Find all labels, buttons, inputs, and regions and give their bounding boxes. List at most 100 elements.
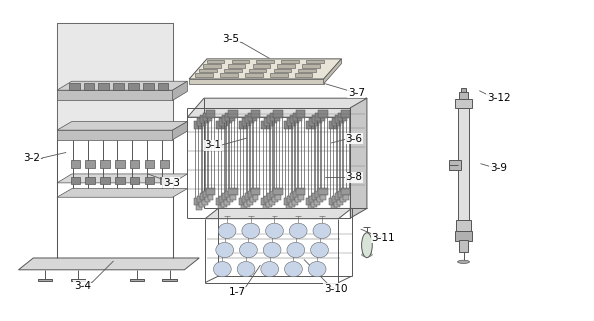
Bar — [275, 195, 281, 200]
Ellipse shape — [266, 223, 283, 239]
Bar — [252, 195, 258, 200]
Bar — [277, 64, 295, 68]
Bar — [239, 198, 248, 205]
Bar — [195, 73, 213, 77]
Bar — [245, 73, 263, 77]
Bar — [241, 205, 247, 210]
Bar — [100, 177, 110, 184]
Bar — [216, 198, 226, 205]
Bar — [295, 197, 301, 202]
Bar — [307, 198, 316, 205]
Bar — [218, 205, 224, 210]
Bar — [200, 116, 209, 124]
Bar — [38, 279, 52, 281]
Bar — [219, 196, 229, 203]
Bar — [222, 193, 232, 200]
Bar — [160, 177, 169, 184]
Bar — [459, 92, 467, 99]
Polygon shape — [324, 59, 342, 84]
Bar — [128, 83, 139, 90]
Bar — [270, 191, 280, 197]
Bar — [264, 196, 274, 203]
Bar — [249, 69, 267, 72]
Bar — [158, 83, 169, 90]
Bar — [224, 200, 230, 205]
Bar — [458, 106, 469, 221]
Bar — [113, 83, 124, 90]
Bar — [219, 118, 229, 126]
Bar — [163, 279, 176, 281]
Bar — [102, 189, 108, 194]
Bar — [71, 177, 80, 184]
Bar — [203, 113, 212, 121]
Bar — [343, 195, 349, 200]
Bar — [302, 64, 320, 68]
Bar — [207, 195, 213, 200]
Polygon shape — [57, 81, 187, 90]
Bar — [264, 118, 274, 126]
Bar — [146, 189, 152, 194]
Bar — [228, 110, 238, 118]
Bar — [329, 121, 339, 128]
Bar — [145, 177, 154, 184]
Bar — [69, 83, 80, 90]
Bar — [248, 191, 257, 197]
Bar — [263, 205, 269, 210]
Ellipse shape — [311, 242, 328, 258]
Bar — [338, 191, 347, 197]
Bar — [230, 195, 236, 200]
Bar — [318, 110, 328, 118]
Bar — [207, 60, 225, 63]
Bar — [306, 60, 324, 63]
Bar — [225, 113, 235, 121]
Bar — [312, 116, 322, 124]
Bar — [335, 116, 345, 124]
Bar — [290, 116, 299, 124]
Bar — [293, 113, 302, 121]
Bar — [461, 88, 466, 92]
Bar — [282, 60, 299, 63]
Ellipse shape — [362, 233, 372, 258]
Text: 3-3: 3-3 — [163, 178, 180, 188]
Bar — [449, 160, 461, 170]
Bar — [335, 193, 345, 200]
Bar — [334, 202, 340, 207]
Bar — [308, 205, 314, 210]
Bar — [203, 64, 220, 68]
Bar — [244, 202, 249, 207]
Bar — [197, 196, 206, 203]
Text: 3-6: 3-6 — [345, 134, 362, 144]
Bar — [198, 202, 204, 207]
Bar — [222, 116, 232, 124]
Bar — [130, 177, 140, 184]
Bar — [143, 83, 154, 90]
Bar — [295, 73, 312, 77]
Bar — [216, 121, 226, 128]
Bar — [201, 200, 207, 205]
Bar — [311, 202, 317, 207]
Polygon shape — [189, 79, 324, 84]
Bar — [228, 188, 238, 195]
Bar — [298, 69, 316, 72]
Polygon shape — [57, 189, 187, 197]
Bar — [199, 69, 217, 72]
Text: 3-8: 3-8 — [345, 172, 362, 182]
Polygon shape — [172, 81, 187, 100]
Bar — [293, 191, 302, 197]
Bar — [270, 113, 280, 121]
Bar — [194, 198, 203, 205]
Bar — [242, 118, 251, 126]
Bar — [312, 193, 322, 200]
Bar — [341, 188, 350, 195]
Bar — [454, 231, 472, 241]
Bar — [456, 220, 471, 231]
Bar — [115, 177, 125, 184]
Bar — [203, 191, 212, 197]
Ellipse shape — [285, 262, 302, 277]
Bar — [245, 116, 254, 124]
Bar — [338, 113, 347, 121]
Bar — [232, 60, 249, 63]
Bar — [227, 197, 233, 202]
Bar — [320, 195, 326, 200]
Bar — [267, 193, 277, 200]
